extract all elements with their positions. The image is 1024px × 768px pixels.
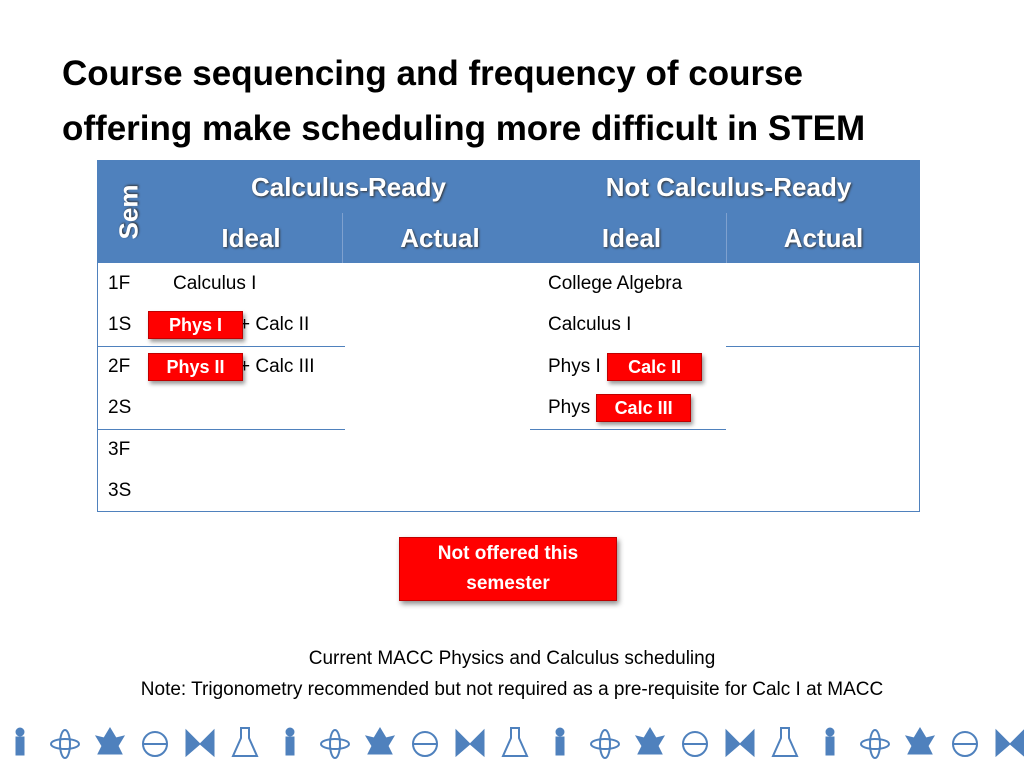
not-offered-badge: Phys II [148,352,243,381]
group-header: Calculus-Ready [160,160,537,213]
icon [50,738,80,750]
sem-header: Sem [97,160,160,263]
icon [860,738,890,750]
row-separator [530,429,726,430]
icon [725,728,755,758]
sem-cell: 2F [108,355,131,377]
icon [825,736,835,756]
icon [364,727,396,755]
course-cell: Calculus I [148,263,256,305]
icon [94,727,126,755]
row-separator [726,346,920,347]
row-separator [97,429,345,430]
course-text: Calculus I [173,272,257,294]
title-line: Course sequencing and frequency of cours… [62,54,803,93]
icon [15,727,25,737]
icon [904,727,936,755]
icon [501,727,529,757]
course-text: Phys I + [548,355,618,377]
icon [825,727,835,737]
icon [320,738,350,750]
icon [185,728,215,758]
icon [634,727,666,755]
title-line: offering make scheduling more difficult … [62,109,866,148]
course-cell: Phys II + Calc III [148,346,315,388]
icon [590,738,620,750]
icon [329,729,341,759]
course-cell: College Algebra [548,263,682,305]
icon [285,727,295,737]
icon [995,728,1024,758]
icon [599,729,611,759]
title: Course sequencing and frequency of cours… [62,46,865,156]
icon [555,736,565,756]
icon [231,727,259,757]
caption: Current MACC Physics and Calculus schedu… [308,648,716,669]
course-text: Phys II [548,397,607,419]
course-text: + Calc II [239,314,310,336]
icon [59,729,71,759]
icon [15,736,25,756]
icon [455,728,485,758]
course-text: Calculus I [548,314,632,336]
footer-icons [15,727,1024,759]
row-separator [97,346,345,347]
course-cell: Phys II Calc III [548,388,692,430]
sem-cell: 2S [108,397,132,419]
sem-cell: 3F [108,438,131,460]
legend-badge: Not offered this semester [399,537,617,601]
not-offered-badge: Calc II [607,352,703,381]
sub-header: Ideal [537,213,726,263]
sem-label: Sem [113,184,143,239]
group-header: Not Calculus-Ready [537,160,920,213]
course-cell: Phys I + Calc II [548,346,703,388]
legend-text: Not offered this semester [437,543,579,594]
not-offered-badge: Calc III [596,394,692,423]
icon [555,727,565,737]
sub-header: Ideal [160,213,342,263]
course-text: College Algebra [548,272,683,294]
course-cell: Phys I + Calc II [148,305,309,347]
icon [285,736,295,756]
sem-cell: 3S [108,480,132,502]
icon [869,729,881,759]
icon [771,727,799,757]
sem-cell: 1S [108,314,132,336]
sub-header: Actual [726,213,920,263]
sub-header: Actual [342,213,537,263]
caption: Note: Trigonometry recommended but not r… [140,679,884,700]
course-text: + Calc III [239,355,315,377]
course-cell: Calculus I [548,305,631,347]
not-offered-badge: Phys I [148,311,243,340]
sem-cell: 1F [108,272,131,294]
